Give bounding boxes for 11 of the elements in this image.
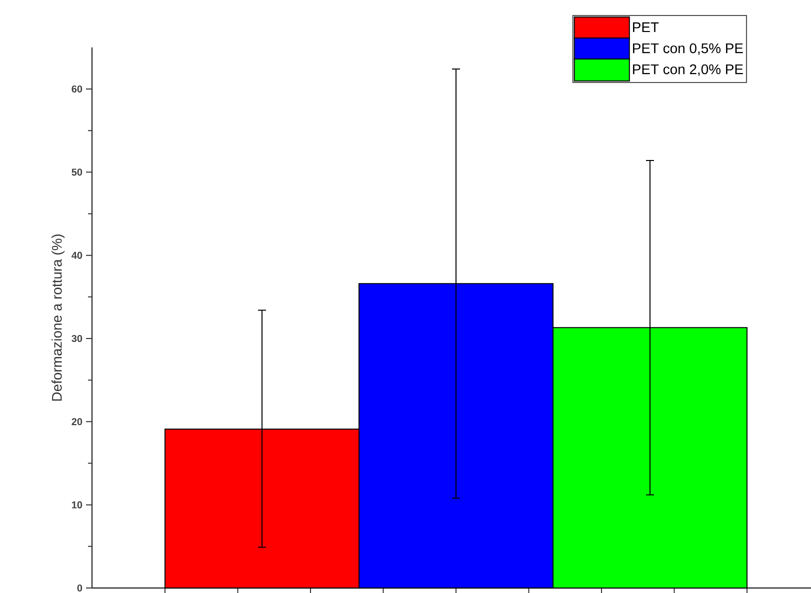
y-axis-title: Deformazione a rottura (%): [52, 234, 65, 401]
legend-label: PET: [633, 22, 659, 32]
y-tick-label: 0: [77, 584, 82, 592]
y-tick-label: 60: [72, 85, 82, 93]
y-tick-label: 10: [72, 501, 82, 508]
y-tick-label: 50: [72, 168, 82, 176]
y-tick-label: 40: [72, 252, 82, 259]
y-tick-label: 30: [72, 334, 82, 342]
legend-label: PET con 2,0% PE: [633, 64, 743, 76]
legend-label: PET con 0,5% PE: [633, 43, 743, 55]
y-tick-label: 20: [72, 418, 82, 426]
